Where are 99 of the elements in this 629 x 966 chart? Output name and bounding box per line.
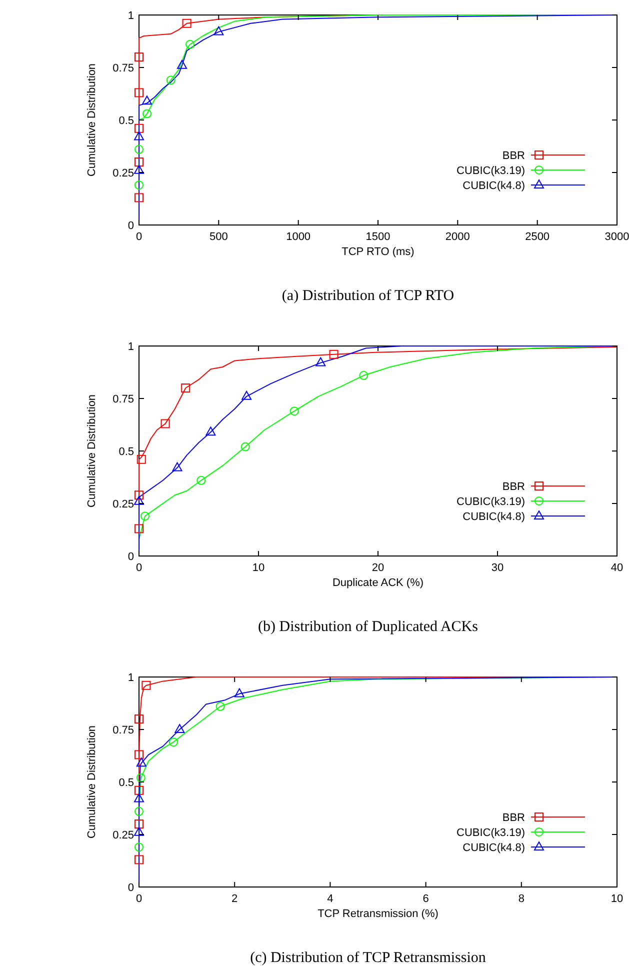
legend-label: BBR bbox=[502, 481, 526, 493]
point bbox=[242, 390, 252, 400]
x-tick-label: 3000 bbox=[604, 231, 629, 243]
point bbox=[134, 524, 144, 534]
point bbox=[172, 462, 182, 472]
point bbox=[185, 40, 194, 49]
x-tick-label: 0 bbox=[136, 893, 142, 905]
point bbox=[140, 512, 150, 521]
x-tick-label: 20 bbox=[372, 562, 384, 574]
point bbox=[142, 96, 152, 105]
point bbox=[160, 419, 170, 428]
legend-label: CUBIC(k4.8) bbox=[462, 511, 525, 523]
x-tick-label: 10 bbox=[610, 893, 624, 905]
x-tick-label: 30 bbox=[491, 562, 504, 574]
x-tick-label: 10 bbox=[252, 562, 265, 574]
y-tick-label: 1 bbox=[128, 341, 134, 353]
x-axis-title: TCP Retransmission (%) bbox=[318, 908, 438, 920]
x-tick-label: 1500 bbox=[366, 231, 390, 243]
y-tick-label: 0.25 bbox=[112, 168, 134, 180]
x-tick-label: 40 bbox=[610, 562, 624, 574]
y-tick-label: 0.75 bbox=[112, 394, 134, 406]
legend-label: BBR bbox=[502, 150, 526, 162]
point bbox=[134, 826, 144, 836]
legend-label: CUBIC(k4.8) bbox=[462, 842, 525, 854]
point bbox=[240, 442, 250, 452]
point bbox=[134, 144, 144, 154]
point bbox=[134, 180, 144, 190]
x-tick-label: 4 bbox=[327, 893, 334, 905]
y-tick-label: 0.5 bbox=[118, 115, 134, 127]
point bbox=[181, 384, 190, 392]
point bbox=[316, 357, 326, 366]
point bbox=[134, 490, 144, 500]
point bbox=[168, 738, 178, 747]
y-tick-label: 0 bbox=[128, 220, 134, 232]
y-axis-title: Cumulative Distribution bbox=[86, 63, 98, 177]
y-tick-label: 0.25 bbox=[112, 498, 134, 510]
x-tick-label: 6 bbox=[422, 893, 429, 905]
point bbox=[134, 158, 144, 166]
point bbox=[134, 714, 144, 724]
legend-label: CUBIC(k4.8) bbox=[462, 180, 525, 192]
point bbox=[134, 124, 144, 133]
x-tick-label: 2000 bbox=[445, 231, 470, 243]
legend-label: CUBIC(k3.19) bbox=[456, 496, 525, 508]
y-tick-label: 0.5 bbox=[118, 777, 134, 789]
point bbox=[134, 52, 144, 62]
x-tick-label: 2500 bbox=[525, 231, 550, 243]
point bbox=[136, 773, 146, 782]
text: (c) Distribution of TCP Retransmission bbox=[250, 950, 486, 966]
point bbox=[177, 60, 188, 69]
point bbox=[134, 750, 144, 760]
y-tick-label: 0.25 bbox=[112, 830, 134, 842]
point bbox=[136, 758, 146, 767]
point bbox=[142, 109, 152, 118]
y-tick-label: 0.75 bbox=[112, 62, 134, 74]
x-tick-label: 0 bbox=[136, 562, 142, 574]
x-tick-label: 1000 bbox=[286, 231, 311, 243]
legend-label: CUBIC(k3.19) bbox=[456, 827, 525, 839]
point bbox=[166, 76, 176, 85]
point bbox=[134, 820, 144, 828]
point bbox=[134, 786, 144, 795]
point bbox=[134, 842, 144, 852]
point bbox=[134, 806, 144, 816]
y-tick-label: 0 bbox=[128, 882, 134, 894]
y-axis-title: Cumulative Distribution bbox=[86, 725, 98, 839]
x-axis-title: TCP RTO (ms) bbox=[342, 246, 414, 258]
point bbox=[134, 496, 144, 505]
x-tick-label: 8 bbox=[518, 893, 524, 905]
y-tick-label: 0 bbox=[128, 551, 134, 563]
point bbox=[134, 193, 144, 202]
y-tick-label: 1 bbox=[128, 672, 134, 684]
point bbox=[134, 131, 144, 140]
point bbox=[359, 370, 368, 380]
legend-label: CUBIC(k3.19) bbox=[456, 165, 525, 177]
point bbox=[134, 793, 144, 802]
x-axis-title: Duplicate ACK (%) bbox=[332, 577, 424, 589]
point bbox=[206, 426, 216, 436]
point bbox=[174, 724, 185, 733]
legend-label: BBR bbox=[502, 812, 526, 824]
x-tick-label: 2 bbox=[232, 893, 238, 905]
x-tick-label: 500 bbox=[209, 231, 228, 243]
y-tick-label: 0.5 bbox=[118, 446, 134, 458]
y-tick-label: 0.75 bbox=[112, 724, 134, 736]
point bbox=[134, 88, 144, 98]
point bbox=[329, 350, 338, 359]
point bbox=[214, 26, 224, 36]
point bbox=[134, 164, 144, 174]
point bbox=[182, 18, 192, 28]
point bbox=[196, 476, 206, 485]
text: (b) Distribution of Duplicated ACKs bbox=[258, 619, 478, 635]
point bbox=[136, 454, 146, 464]
text: (a) Distribution of TCP RTO bbox=[282, 288, 454, 304]
point bbox=[234, 688, 244, 698]
point bbox=[142, 680, 151, 690]
y-axis-title: Cumulative Distribution bbox=[86, 394, 98, 508]
x-tick-label: 0 bbox=[136, 231, 142, 243]
point bbox=[216, 702, 225, 711]
y-tick-label: 1 bbox=[128, 10, 134, 22]
point bbox=[290, 406, 299, 416]
point bbox=[134, 855, 144, 864]
